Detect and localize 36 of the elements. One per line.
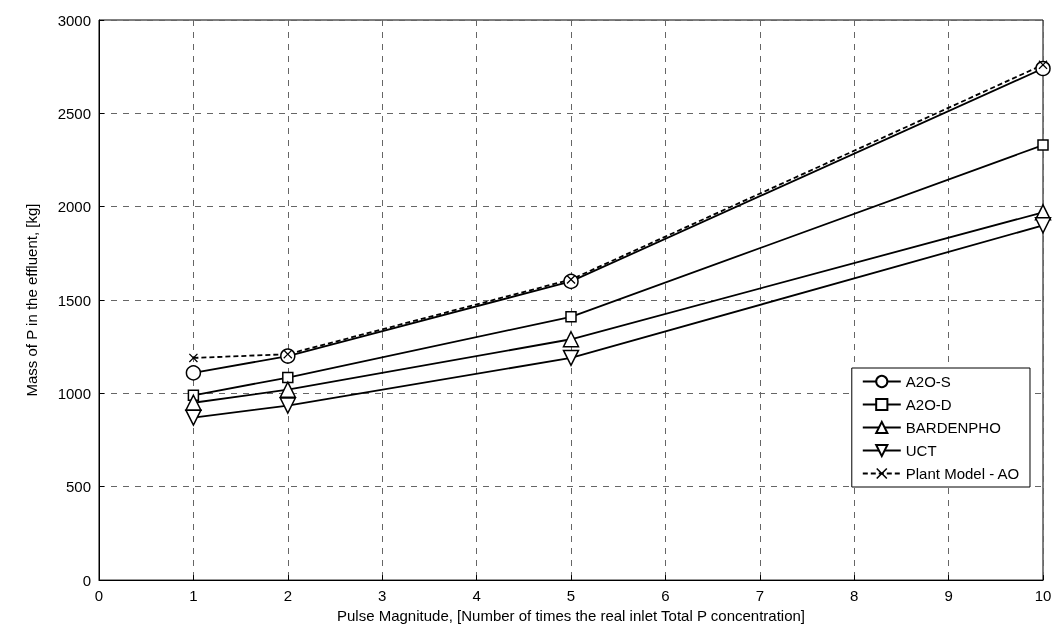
point [279,397,297,414]
y-tick-label: 3000 [57,11,91,29]
point [562,349,580,367]
x-tick-label: 3 [378,587,387,605]
y-tick-label: 0 [82,571,91,589]
point [185,409,202,426]
x-tick-label: 0 [94,587,104,605]
y-tick-label: 1000 [57,384,91,402]
point [282,371,294,384]
x-tick-label: 8 [850,587,859,605]
y-tick-label: 2500 [57,104,91,122]
x-tick-label: 4 [472,587,481,605]
y-axis-title: Mass of P in the effluent, [kg] [23,203,40,397]
x-tick-label: 5 [566,587,576,605]
legend-label: A2O-S [905,373,951,390]
point [185,365,202,381]
legend-label: Plant Model - AO [905,465,1020,482]
point [1037,139,1049,151]
legend-label: A2O-D [905,396,952,413]
point [562,331,580,348]
point [565,311,577,323]
x-tick-label: 2 [283,587,292,605]
x-tick-label: 9 [944,587,953,605]
y-tick-label: 1500 [57,291,91,309]
legend-label: UCT [905,442,937,459]
point [1034,217,1052,234]
x-tick-label: 7 [755,587,764,605]
x-tick-label: 1 [189,587,198,605]
y-tick-label: 500 [65,478,91,496]
y-tick-label: 2000 [57,198,91,216]
x-tick-label: 10 [1034,587,1052,605]
x-tick-label: 6 [661,587,670,605]
legend-label: BARDENPHO [905,419,1001,436]
point [279,381,297,398]
point [188,353,198,363]
x-axis-title: Pulse Magnitude, [Number of times the real inlet Total P concentration] [336,607,806,624]
